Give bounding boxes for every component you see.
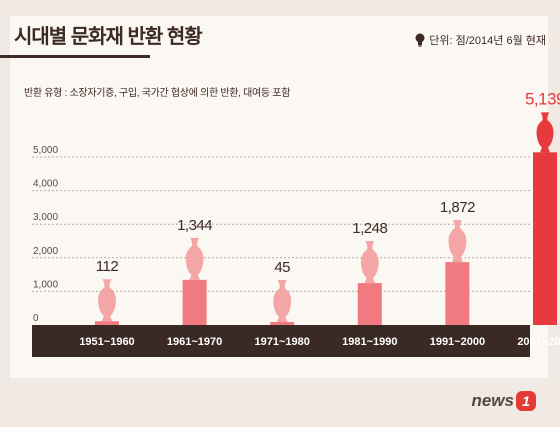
- chart-subtitle: 반환 유형 : 소장자기증, 구입, 국가간 협상에 의한 반환, 대여등 포함: [24, 88, 291, 99]
- bar: [357, 283, 382, 325]
- title-underline: [0, 55, 150, 58]
- bar: [182, 279, 207, 325]
- vase-icon: [448, 220, 467, 263]
- x-tick-label: 1971~1980: [255, 336, 310, 348]
- vase-icon: [536, 112, 554, 153]
- logo-mark: 1: [516, 391, 536, 411]
- vase-icon: [360, 241, 379, 284]
- x-tick-label: 1981~1990: [342, 336, 397, 348]
- y-tick-label: 3,000: [33, 212, 58, 223]
- axis-band: [32, 325, 530, 357]
- data-label: 1,872: [440, 199, 475, 216]
- bar: [533, 152, 557, 325]
- page-title: 시대별 문화재 반환 현황: [14, 26, 203, 48]
- bar: [445, 262, 470, 325]
- x-tick-label: 1961~1970: [167, 336, 222, 348]
- data-label: 45: [274, 259, 290, 276]
- data-label: 1,248: [352, 220, 387, 237]
- vase-icon: [185, 237, 204, 280]
- bar: [95, 321, 119, 325]
- y-tick-label: 1,000: [33, 279, 58, 290]
- unit-note: 단위: 점/2014년 6월 현재: [415, 32, 546, 48]
- lightbulb-icon: [415, 33, 425, 47]
- data-label: 5,139: [525, 89, 560, 108]
- bar: [270, 322, 295, 325]
- y-tick-label: 5,000: [33, 145, 58, 156]
- y-tick-label: 0: [33, 313, 39, 324]
- logo-word: news: [471, 391, 514, 410]
- news1-logo: news 1: [471, 391, 536, 411]
- data-label: 112: [96, 258, 119, 275]
- y-tick-label: 2,000: [33, 246, 58, 257]
- y-tick-label: 4,000: [33, 179, 58, 190]
- x-tick-label: 1951~1960: [79, 336, 134, 348]
- vase-icon: [98, 279, 116, 322]
- data-label: 1,344: [177, 217, 212, 234]
- x-tick-label: 2001~2013: [517, 336, 560, 348]
- x-tick-label: 1991~2000: [430, 336, 485, 348]
- unit-label: 단위: 점/2014년 6월 현재: [429, 35, 546, 47]
- vase-icon: [273, 280, 292, 322]
